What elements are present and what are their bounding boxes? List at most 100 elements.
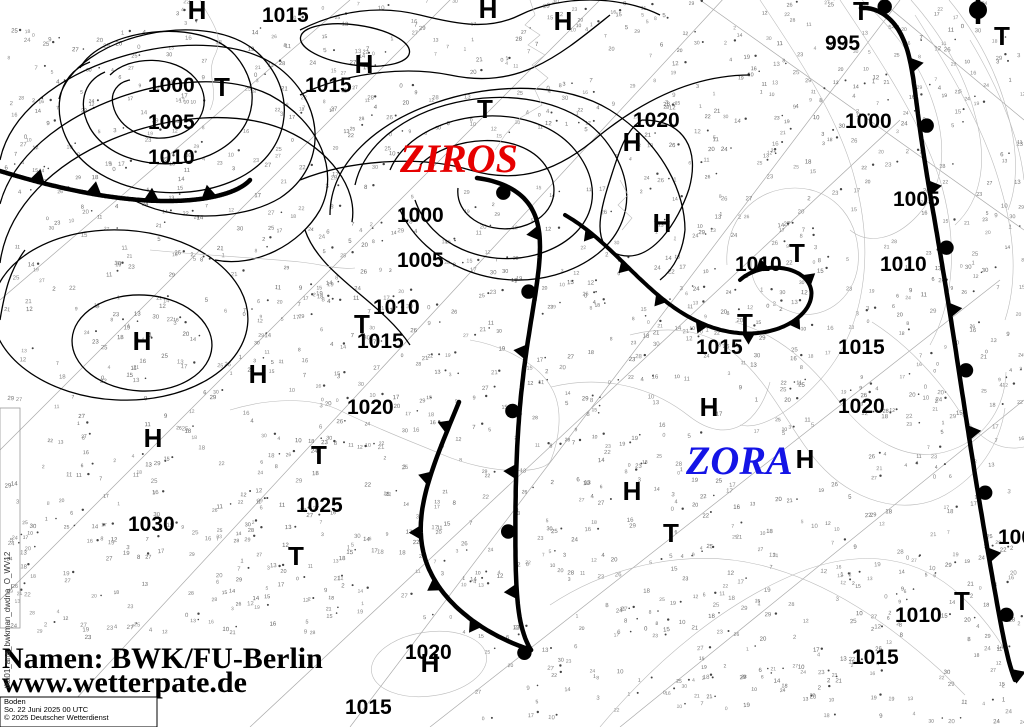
svg-text:16: 16 [1018,436,1024,442]
svg-text:22: 22 [614,708,620,714]
svg-text:12: 12 [591,558,597,564]
svg-text:17: 17 [779,228,785,234]
svg-text:26: 26 [386,115,393,121]
svg-text:8: 8 [596,675,599,681]
svg-text:25: 25 [101,345,109,352]
svg-text:H: H [623,127,642,157]
svg-text:23: 23 [774,115,780,121]
svg-text:20: 20 [775,497,783,504]
svg-text:12: 12 [189,409,195,415]
svg-text:11: 11 [810,89,816,95]
svg-text:25: 25 [659,597,665,603]
svg-text:27: 27 [482,386,490,392]
svg-text:H: H [700,392,719,422]
svg-text:18: 18 [59,374,67,380]
svg-text:18: 18 [399,550,406,556]
svg-text:13: 13 [134,311,141,317]
svg-text:1: 1 [117,501,120,507]
svg-text:0: 0 [321,6,324,12]
svg-text:12: 12 [694,129,702,135]
svg-text:11: 11 [761,82,767,88]
svg-text:21: 21 [657,323,663,329]
svg-text:30: 30 [402,428,408,434]
svg-text:1: 1 [565,122,568,128]
svg-text:17: 17 [813,647,821,653]
svg-text:1: 1 [576,614,579,620]
svg-text:16: 16 [383,491,390,498]
svg-text:13: 13 [710,228,716,234]
svg-text:2: 2 [724,40,727,46]
svg-text:21: 21 [770,666,776,672]
svg-text:27: 27 [697,646,705,653]
svg-text:7: 7 [216,537,219,543]
svg-text:3: 3 [562,82,565,88]
svg-text:21: 21 [644,133,651,139]
svg-text:23: 23 [982,217,988,223]
svg-text:15: 15 [444,521,452,527]
svg-text:15: 15 [177,186,184,192]
svg-text:29: 29 [169,272,175,278]
svg-text:25: 25 [340,253,346,259]
svg-text:14: 14 [175,97,181,103]
svg-text:14: 14 [774,679,781,685]
svg-text:1: 1 [77,421,80,427]
svg-text:0: 0 [628,463,631,469]
svg-text:11: 11 [264,350,270,356]
svg-text:6: 6 [703,593,706,599]
svg-text:19: 19 [818,488,824,494]
svg-text:11: 11 [275,285,282,292]
svg-text:6: 6 [887,616,890,622]
svg-text:10: 10 [697,224,703,230]
svg-text:1: 1 [713,91,716,97]
svg-text:1: 1 [361,601,364,607]
svg-text:27: 27 [72,47,80,53]
svg-text:3: 3 [696,84,699,90]
svg-text:25: 25 [134,622,140,628]
svg-text:8: 8 [275,464,278,470]
svg-text:27: 27 [990,668,996,674]
svg-text:25: 25 [192,530,200,536]
svg-text:29: 29 [949,414,957,420]
svg-text:30: 30 [558,658,564,664]
svg-text:12: 12 [996,660,1002,666]
svg-text:1010: 1010 [148,146,195,169]
svg-text:14: 14 [326,280,334,287]
svg-text:28: 28 [635,354,643,360]
svg-text:17: 17 [303,296,309,302]
svg-text:12: 12 [26,307,34,313]
svg-text:26: 26 [831,482,839,489]
svg-text:18: 18 [377,549,385,556]
svg-text:4: 4 [982,701,985,707]
svg-text:3: 3 [176,11,179,17]
svg-text:13: 13 [270,563,278,569]
svg-text:22: 22 [551,673,557,679]
svg-text:22: 22 [298,206,304,212]
svg-text:16: 16 [733,505,740,511]
svg-text:10: 10 [617,669,624,675]
svg-text:9: 9 [472,395,475,401]
svg-text:11: 11 [279,503,286,509]
svg-text:T: T [994,21,1010,51]
svg-text:1010: 1010 [735,253,782,276]
svg-text:19: 19 [952,552,958,558]
svg-text:15: 15 [699,656,705,662]
svg-text:14: 14 [264,333,271,339]
svg-text:27: 27 [373,365,381,371]
svg-text:T: T [853,0,869,26]
svg-text:4: 4 [505,61,508,67]
svg-text:16: 16 [1008,575,1014,581]
svg-text:23: 23 [926,250,932,256]
svg-text:7: 7 [320,520,323,526]
svg-text:26: 26 [451,309,458,315]
svg-text:6: 6 [203,390,206,396]
svg-text:20: 20 [398,289,404,295]
svg-text:11: 11 [535,443,541,449]
svg-text:17: 17 [103,493,109,499]
svg-text:5: 5 [641,12,644,18]
svg-text:22: 22 [482,495,490,501]
svg-text:29: 29 [629,523,637,530]
svg-text:13: 13 [190,618,196,624]
svg-text:17: 17 [614,632,620,638]
svg-text:15: 15 [326,614,333,620]
svg-text:10: 10 [676,704,682,710]
